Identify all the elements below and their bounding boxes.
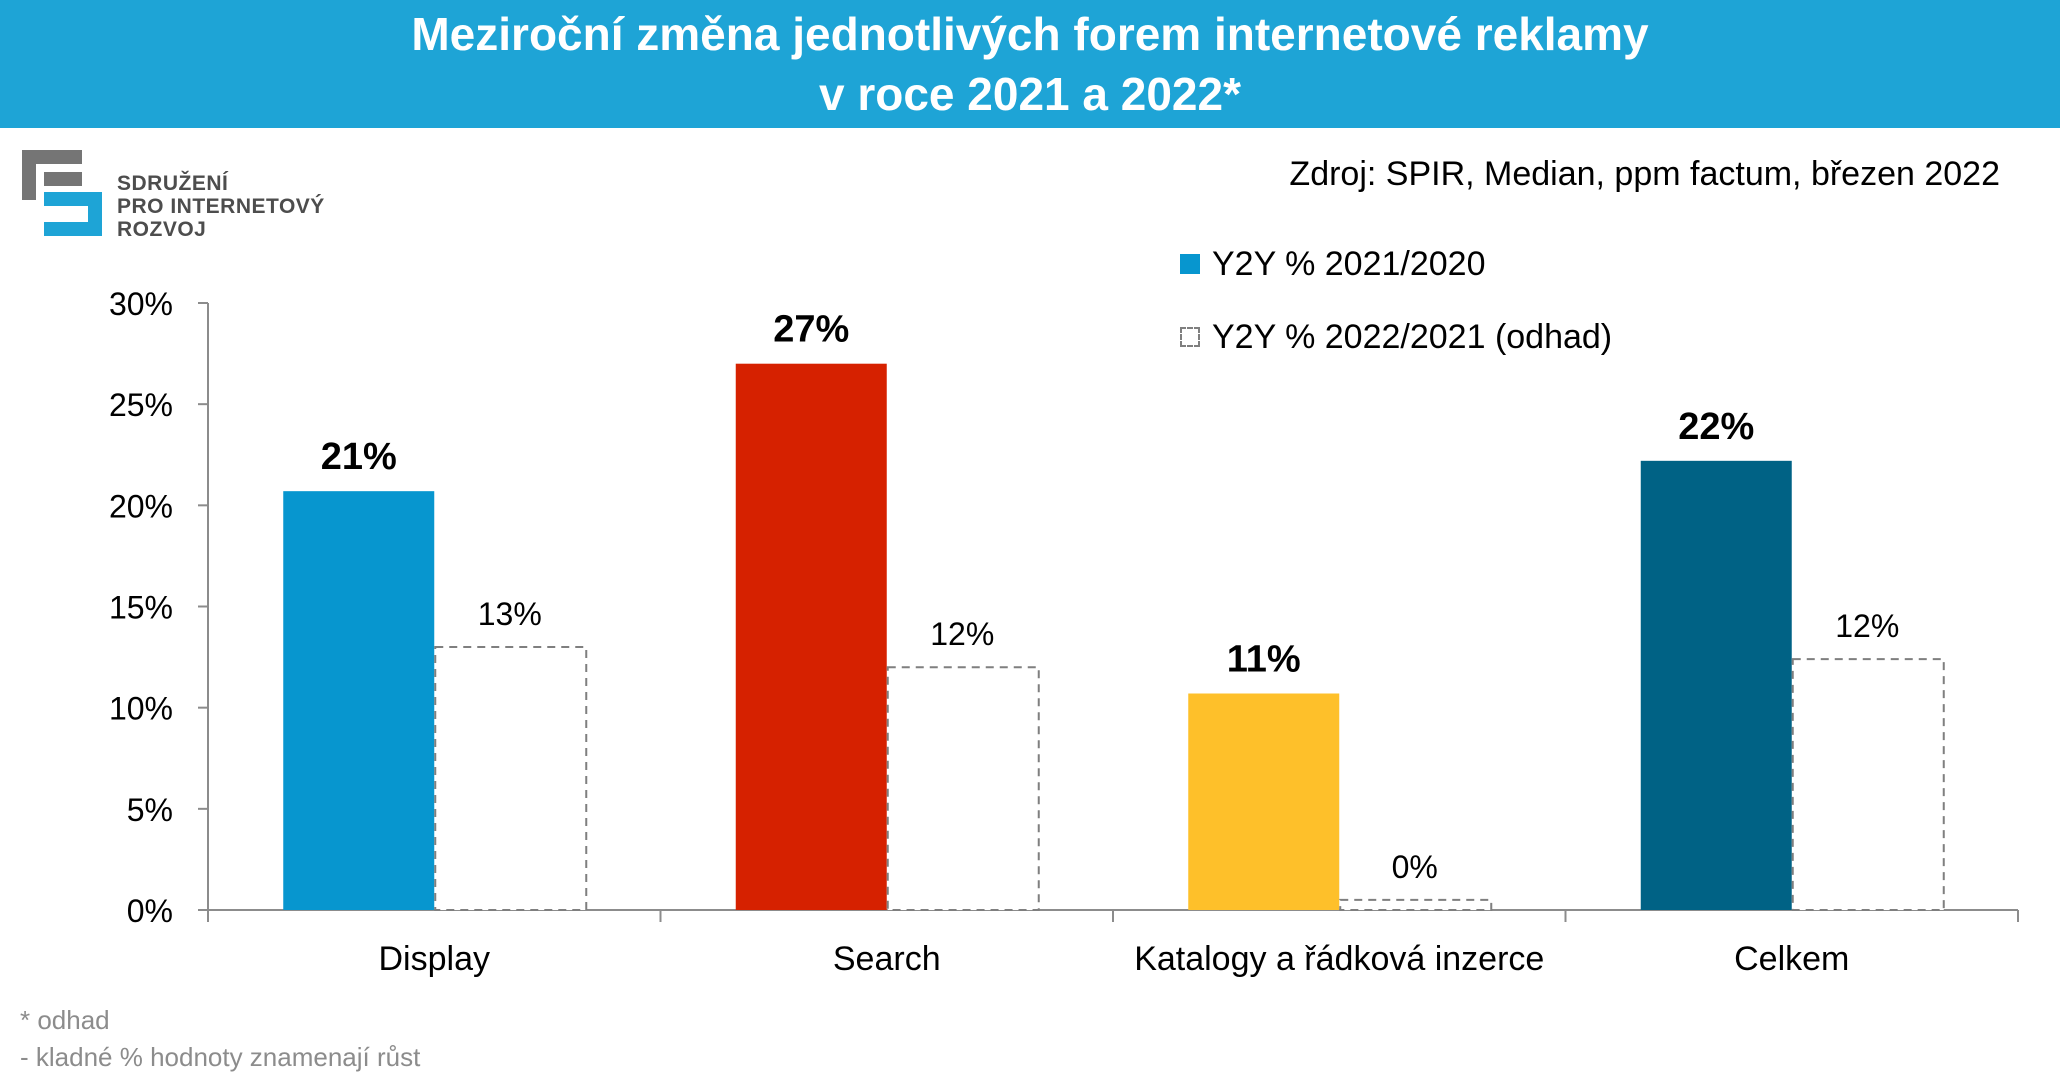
footnote-estimate: * odhad [20,1005,110,1035]
legend-item-2022: Y2Y % 2022/2021 (odhad) [1180,317,1612,357]
legend-label-2021: Y2Y % 2021/2020 [1212,244,1486,283]
logo-text-line2: PRO INTERNETOVÝ [117,195,325,218]
bar-2022 [886,666,1040,912]
bar-2021 [283,491,435,910]
bar-2022 [1791,658,1945,912]
data-label-2021: 11% [1227,639,1301,681]
x-category-label: Celkem [1734,940,1849,978]
data-label-2022: 13% [478,596,542,632]
data-label-2021: 21% [321,436,397,478]
x-category-label: Search [833,940,941,978]
source-note: Zdroj: SPIR, Median, ppm factum, březen … [1289,155,2000,193]
spir-logo: SDRUŽENÍ PRO INTERNETOVÝ ROZVOJ [22,150,352,241]
data-label-2022: 12% [930,616,994,652]
chart-title-line2: v roce 2021 a 2022* [818,68,1242,120]
title-banner: Meziroční změna jednotlivých forem inter… [0,0,2060,128]
y-tick-label: 10% [109,691,173,727]
footnote-growth: - kladné % hodnoty znamenají růst [20,1042,421,1072]
data-label-2022: 0% [1392,849,1438,885]
spir-logo-mark [22,150,102,236]
x-category-label: Katalogy a řádková inzerce [1134,940,1544,978]
bar-2022 [434,645,588,911]
bar-2022 [1339,898,1493,912]
bar-2021 [735,363,887,910]
bar-2021 [1640,460,1792,910]
y-tick-label: 0% [127,893,173,929]
y-tick-label: 25% [109,387,173,423]
bar-2021 [1188,693,1340,910]
legend-item-2021: Y2Y % 2021/2020 [1180,244,1612,284]
logo-text: SDRUŽENÍ PRO INTERNETOVÝ ROZVOJ [117,172,325,241]
y-tick-label: 30% [109,286,173,322]
logo-text-line3: ROZVOJ [117,218,207,241]
legend-label-2022: Y2Y % 2022/2021 (odhad) [1212,317,1613,356]
logo-text-line1: SDRUŽENÍ [117,172,229,195]
data-label-2022: 12% [1835,608,1899,644]
y-tick-label: 20% [109,488,173,524]
chart-legend: Y2Y % 2021/2020 Y2Y % 2022/2021 (odhad) [1180,244,1612,390]
data-label-2021: 22% [1678,406,1754,448]
y-tick-label: 5% [127,792,173,828]
x-category-label: Display [379,940,490,978]
y-tick-label: 15% [109,590,173,626]
chart-title-line1: Meziroční změna jednotlivých forem inter… [411,8,1649,60]
legend-swatch-2021 [1180,254,1200,274]
data-label-2021: 27% [773,309,849,351]
legend-swatch-2022 [1180,327,1200,347]
